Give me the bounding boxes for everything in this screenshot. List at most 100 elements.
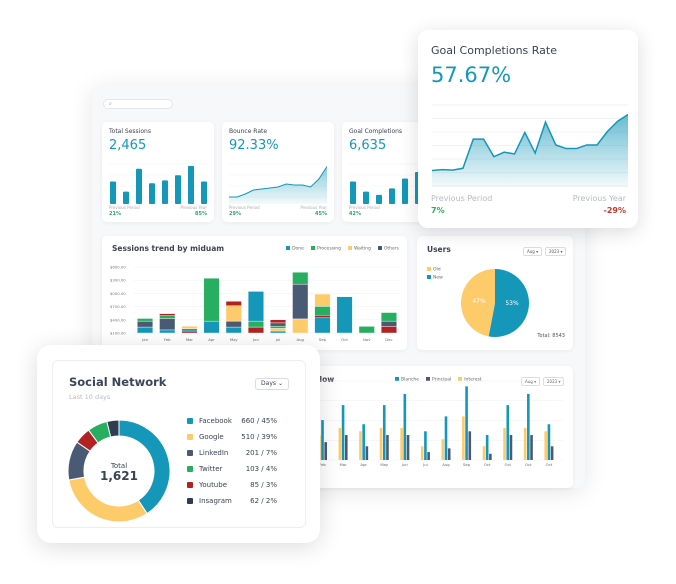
donut-slice-google (68, 476, 148, 523)
goal-rate-value: 57.67% (431, 63, 512, 87)
bar-segment-done (159, 329, 176, 334)
bar-segment-others (380, 320, 397, 327)
goal-rate-chart (432, 104, 628, 187)
year-dropdown[interactable]: 2023 ▾ (543, 377, 565, 386)
prev-year-value: 85% (195, 211, 207, 217)
y-tick-label: $400.00 (110, 317, 126, 322)
bar-principal (344, 435, 348, 460)
bar-principal (447, 448, 451, 460)
legend-others: Others (377, 246, 399, 252)
prev-period-label: Previous Period (349, 205, 380, 210)
legend-row-twitter: Twitter 103 / 4% (187, 465, 277, 473)
x-tick-label: Oct (484, 462, 491, 467)
bar-segment-done (270, 330, 287, 334)
bar-segment-red (314, 314, 331, 319)
bar-principal (509, 435, 513, 460)
bar-principal (468, 431, 472, 460)
prev-period-value: 7% (431, 206, 445, 215)
kpi-bar (201, 181, 207, 204)
y-tick-label: $600.00 (110, 265, 126, 270)
x-tick-label: Oct (341, 337, 348, 342)
kpi-bar (136, 168, 142, 204)
prev-period-value: 29% (229, 211, 241, 217)
users-total: Total: 8543 (537, 333, 565, 339)
year-dropdown[interactable]: 2023 ▾ (545, 247, 567, 256)
bar-interest (420, 446, 424, 460)
bar-interest (482, 446, 486, 460)
x-tick-label: Jun (401, 462, 409, 467)
bar-segment-red (225, 301, 242, 306)
bar-segment-done (137, 326, 154, 334)
kpi-bar (162, 180, 168, 204)
kpi-bar (149, 183, 155, 204)
chart-title: Users (427, 245, 451, 254)
prev-period-value: 21% (109, 211, 121, 217)
legend-label: Google (199, 433, 224, 441)
bar-segment-done (314, 317, 331, 334)
y-tick-label: $700.00 (110, 304, 126, 309)
legend-swatch (187, 498, 193, 504)
bar-segment-waiting (181, 325, 198, 330)
bar-segment-waiting (225, 305, 242, 322)
legend-label: Insagram (199, 497, 232, 505)
bar-segment-done (336, 296, 353, 334)
social-network-card: Social Network Last 10 days Days ⌄ Total… (52, 360, 306, 528)
kpi-bar (123, 191, 129, 204)
bar-segment-processing (358, 326, 375, 334)
kpi-value: 6,635 (349, 138, 387, 153)
bar-segment-red (270, 319, 287, 324)
legend-value: 103 / 4% (245, 465, 277, 473)
bar-principal (365, 446, 369, 460)
pie-label-new: 53% (505, 300, 519, 307)
bar-segment-done (181, 328, 198, 332)
bar-principal (386, 435, 389, 460)
bar-segment-done (203, 320, 220, 334)
bar-principal (489, 453, 492, 460)
kpi-value: 92.33% (229, 138, 279, 153)
bar-blanche (527, 393, 530, 460)
x-tick-label: Mar (339, 462, 347, 467)
legend-value: 62 / 2% (250, 497, 277, 505)
bar-segment-others (225, 320, 242, 328)
pie-slice-old (461, 269, 495, 337)
bar-principal (427, 452, 430, 460)
legend-label: Twitter (199, 465, 223, 473)
prev-period-value: 42% (349, 211, 361, 217)
prev-period-label: Previous Period (431, 194, 493, 203)
prev-year-label: Previous Year (180, 205, 207, 210)
bar-segment-red (159, 313, 176, 316)
bar-segment-red (247, 326, 264, 334)
x-tick-label: Jan (141, 337, 148, 342)
goal-completions-rate-card: Goal Completions Rate 57.67% Previous Pe… (418, 30, 638, 228)
x-tick-label: Mar (186, 337, 194, 342)
kpi-card-bounce-rate: Bounce Rate 92.33% Previous Period Previ… (222, 122, 334, 222)
kpi-title: Bounce Rate (229, 128, 268, 135)
search-input[interactable]: ⌕ (103, 99, 173, 109)
users-pie: 53% 47% (461, 269, 529, 337)
bar-blanche (321, 420, 324, 460)
legend-value: 660 / 45% (241, 417, 277, 425)
bar-principal (324, 442, 327, 460)
month-dropdown[interactable]: Aug ▾ (523, 247, 543, 256)
legend-label: Youtube (199, 481, 227, 489)
bar-segment-processing (314, 306, 331, 316)
legend-swatch (187, 434, 193, 440)
legend-label: LinkedIn (199, 449, 229, 457)
sessions-trend-card: Sessions trend by miduam Done Processing… (102, 236, 407, 350)
kpi-area (229, 166, 327, 204)
days-dropdown[interactable]: Days ⌄ (255, 378, 289, 390)
chart-legend: Done Processing Waiting Others (286, 246, 399, 252)
bar-segment-done (225, 326, 242, 334)
users-card: Users Aug ▾ 2023 ▾ Old New 53% 47% Total:… (417, 236, 573, 350)
kpi-line (229, 166, 327, 198)
bar-blanche (341, 405, 345, 460)
bar-blanche (547, 424, 551, 460)
x-tick-label: Aug (297, 337, 305, 342)
prev-year-value: -29% (603, 206, 626, 215)
month-dropdown[interactable]: Aug ▾ (521, 377, 541, 386)
kpi-chart-0 (109, 163, 207, 204)
bar-blanche (382, 405, 386, 460)
bar-segment-processing (137, 318, 154, 322)
x-tick-label: Oct (504, 462, 511, 467)
bar-blanche (506, 405, 510, 460)
